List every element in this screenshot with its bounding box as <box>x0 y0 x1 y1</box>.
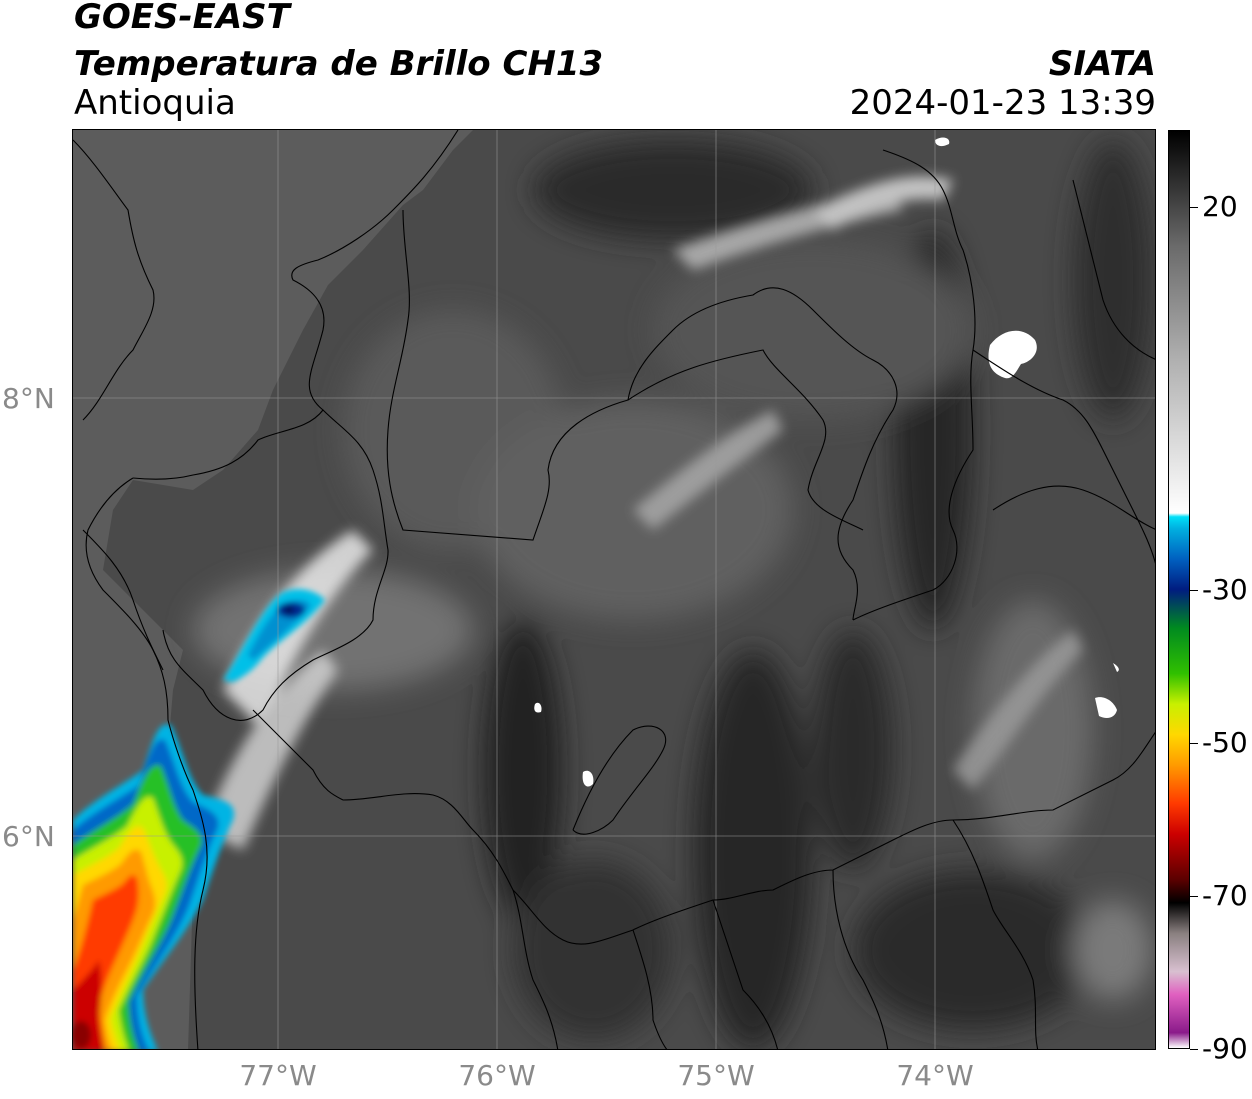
gridlines <box>73 130 1155 1049</box>
border-antioquia-south <box>342 731 1155 945</box>
colorbar-tick-label: 20 <box>1202 189 1238 223</box>
map-panel[interactable] <box>72 129 1156 1050</box>
lon-label-75w: 75°W <box>677 1059 755 1092</box>
lon-label-76w: 76°W <box>458 1059 536 1092</box>
cold-spots <box>534 137 1119 787</box>
lon-label-74w: 74°W <box>896 1059 974 1092</box>
timestamp-label: 2024-01-23 13:39 <box>849 83 1156 123</box>
colorbar-tick-label: -50 <box>1202 725 1248 759</box>
border-choco-inland <box>252 709 344 801</box>
border-panama-colombia <box>82 529 164 671</box>
border-caldas <box>512 889 559 1049</box>
border-south-1 <box>632 929 668 1049</box>
lat-label-8n: 8°N <box>2 382 55 415</box>
borders <box>73 130 1155 1049</box>
colorbar-tick-mark <box>1190 895 1198 897</box>
temperature-colorbar <box>1168 130 1190 1049</box>
border-eastern-dept <box>952 819 1039 1049</box>
border-northeast-1 <box>992 485 1155 530</box>
border-antioquia-east <box>852 149 976 621</box>
colorbar-tick-mark <box>1190 742 1198 744</box>
colorbar-tick-mark <box>1190 589 1198 591</box>
region-subtitle: Antioquia <box>74 83 236 123</box>
border-risaralda <box>572 725 667 835</box>
colorbar-tick-mark <box>1190 1049 1198 1050</box>
border-cesar <box>1072 179 1155 360</box>
border-south-2 <box>832 869 889 1049</box>
coastline-west <box>73 139 155 421</box>
satellite-title: GOES-EAST <box>74 0 290 37</box>
satellite-map <box>73 130 1155 1049</box>
colorbar-tick-mark <box>1190 206 1198 208</box>
border-caldas-2 <box>712 899 779 1049</box>
coastline-north <box>132 130 459 480</box>
cirrus-clouds <box>203 176 1083 850</box>
lon-label-77w: 77°W <box>239 1059 317 1092</box>
colorbar-tick-label: -90 <box>1202 1032 1248 1065</box>
land-texture <box>193 140 1153 1049</box>
storm-uraba <box>223 589 325 682</box>
border-antioquia-bolivar <box>627 287 898 621</box>
product-title: Temperatura de Brillo CH13 <box>74 44 604 84</box>
colorbar-tick-label: -30 <box>1202 572 1248 606</box>
colorbar-tick-label: -70 <box>1202 878 1248 912</box>
coastline-chocó <box>85 477 208 1049</box>
coastline-gulf <box>162 409 389 721</box>
border-antioquia-cordoba <box>386 209 864 541</box>
lat-label-6n: 6°N <box>2 820 55 853</box>
organization-label: SIATA <box>1048 44 1156 84</box>
border-santander <box>972 349 1155 564</box>
